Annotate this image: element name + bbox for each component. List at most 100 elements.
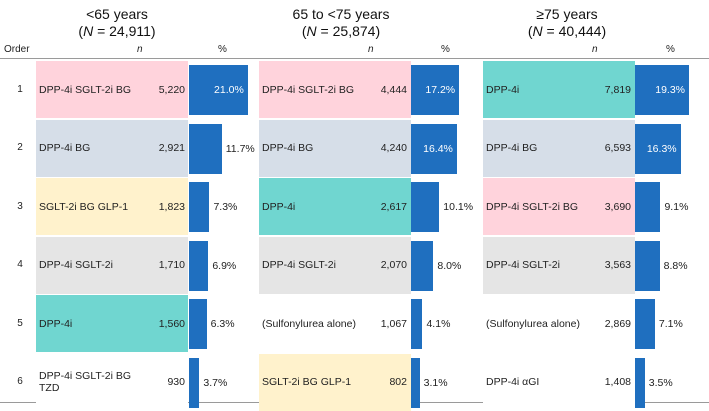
column-header-n: n: [137, 44, 143, 55]
pct-label: 16.4%: [423, 142, 453, 155]
column-header-order: Order: [4, 44, 30, 55]
patient-count: 3,563: [604, 259, 631, 271]
pct-bar: [635, 357, 645, 408]
pct-label: 3.7%: [203, 376, 228, 389]
regimen-name: DPP-4i SGLT-2i BG: [486, 200, 578, 213]
header-divider: [0, 58, 709, 59]
order-number: 3: [17, 200, 23, 212]
regimen-cell: [483, 178, 635, 235]
pct-bar: [411, 299, 423, 349]
regimen-name: DPP-4i SGLT-2i BG: [39, 83, 131, 96]
patient-count: 1,823: [158, 200, 185, 213]
patient-count: 7,819: [604, 83, 631, 96]
patient-count: 930: [167, 376, 185, 388]
column-header-pct: %: [666, 44, 675, 55]
pct-bar: [635, 65, 690, 115]
pct-bar: [189, 65, 248, 115]
pct-bar: [411, 65, 460, 115]
regimen-name: DPP-4i SGLT-2i BG: [262, 83, 354, 96]
pct-bar: [189, 357, 200, 408]
regimen-cell: [259, 178, 411, 235]
pct-bar: [635, 299, 655, 349]
regimen-cell: [483, 295, 635, 352]
patient-count: 5,220: [158, 83, 185, 96]
group-header: <65 years (N = 24,911): [17, 6, 217, 40]
pct-label: 21.0%: [214, 84, 244, 96]
regimen-name: SGLT-2i BG GLP-1: [262, 376, 352, 388]
pct-label: 8.8%: [663, 259, 688, 272]
regimen-cell: [36, 178, 188, 235]
group-n-label: (N = 40,444): [527, 23, 607, 39]
regimen-name: SGLT-2i BG GLP-1: [39, 200, 129, 213]
regimen-cell: [483, 353, 635, 411]
patient-count: 802: [389, 376, 407, 388]
regimen-cell: [483, 61, 635, 118]
patient-count: 1,067: [380, 317, 407, 330]
group-header: 65 to <75 years (N = 25,874): [241, 6, 441, 40]
regimen-name: DPP-4i SGLT-2i BG TZD: [39, 370, 131, 394]
pct-bar: [411, 182, 440, 232]
regimen-cell: [36, 353, 188, 411]
regimen-name: DPP-4i BG: [39, 142, 91, 154]
pct-bar: [189, 240, 209, 291]
patient-count: 4,444: [380, 83, 407, 96]
order-number: 5: [17, 317, 23, 329]
patient-count: 1,710: [158, 259, 185, 271]
regimen-name: DPP-4i: [262, 200, 296, 213]
regimen-name: DPP-4i SGLT-2i: [262, 259, 336, 271]
column-header-pct: %: [218, 44, 227, 55]
pct-label: 17.2%: [425, 84, 456, 96]
group-n-label: (N = 24,911): [78, 23, 156, 39]
order-number: 6: [17, 376, 23, 387]
pct-bar: [189, 123, 222, 174]
group-label: ≥75 years: [536, 6, 598, 22]
regimen-name: DPP-4i SGLT-2i: [39, 259, 113, 271]
order-number: 4: [17, 259, 23, 270]
group-label: 65 to <75 years: [292, 6, 390, 22]
regimen-name: DPP-4i: [39, 317, 73, 330]
regimen-name: DPP-4i SGLT-2i: [486, 259, 560, 271]
pct-label: 7.3%: [213, 201, 238, 213]
column-header-pct: %: [441, 44, 450, 55]
patient-count: 1,408: [604, 376, 631, 388]
pct-bar: [635, 182, 661, 232]
pct-label: 6.9%: [212, 259, 237, 272]
pct-bar: [411, 240, 434, 291]
regimen-cell: [36, 236, 188, 294]
pct-label: 8.0%: [437, 259, 462, 272]
patient-count: 3,690: [604, 200, 631, 213]
pct-label: 3.5%: [648, 376, 673, 389]
regimen-name: (Sulfonylurea alone): [486, 317, 580, 330]
column-header-n: n: [592, 44, 598, 55]
regimen-name: DPP-4i BG: [486, 142, 538, 154]
regimen-cell: [259, 61, 411, 118]
regimen-cell: [483, 236, 635, 294]
order-number: 1: [17, 83, 23, 95]
regimen-name: (Sulfonylurea alone): [262, 317, 356, 330]
pct-label: 9.1%: [664, 201, 689, 213]
regimen-cell: [36, 119, 188, 177]
pct-label: 7.1%: [658, 318, 683, 330]
regimen-cell: [259, 119, 411, 177]
pct-bar: [635, 123, 681, 174]
patient-count: 2,921: [158, 142, 185, 154]
pct-label: 3.1%: [423, 376, 448, 389]
pct-label: 6.3%: [210, 318, 235, 330]
group-n-label: (N = 25,874): [301, 23, 381, 39]
pct-label: 11.7%: [225, 142, 255, 155]
pct-bar: [189, 182, 210, 232]
order-number: 2: [17, 142, 23, 153]
regimen-cell: [36, 295, 188, 352]
regimen-cell: [36, 61, 188, 118]
patient-count: 2,070: [380, 259, 407, 271]
pct-bar: [411, 357, 420, 408]
pct-label: 10.1%: [443, 201, 474, 213]
regimen-name: DPP-4i BG: [262, 142, 314, 154]
patient-count: 1,560: [158, 317, 185, 330]
pct-bar: [635, 240, 660, 291]
patient-count: 4,240: [380, 142, 407, 154]
pct-bar: [411, 123, 457, 174]
regimen-cell: [259, 295, 411, 352]
pct-bar: [189, 299, 207, 349]
pct-label: 4.1%: [426, 318, 451, 330]
